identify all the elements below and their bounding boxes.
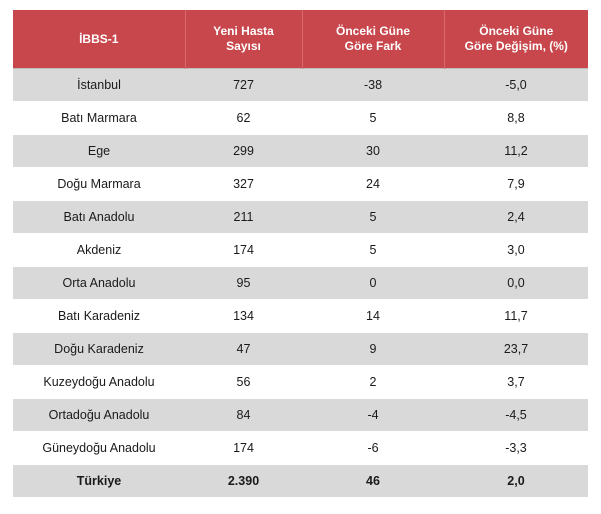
region-cell: Batı Karadeniz [13,299,185,333]
table-row: Batı Marmara 62 5 8,8 [13,101,588,135]
table-row: Ege 299 30 11,2 [13,134,588,168]
new-cases-column-header: Yeni Hasta Sayısı [185,10,303,69]
region-cell: Doğu Karadeniz [13,332,185,366]
total-change-percent-cell: 2,0 [444,464,588,498]
table-row: İstanbul 727 -38 -5,0 [13,68,588,102]
new-cases-cell: 56 [185,365,302,399]
difference-cell: 2 [302,365,444,399]
new-cases-cell: 62 [185,101,302,135]
header-line: İBBS-1 [79,31,119,46]
total-row: Türkiye 2.390 46 2,0 [13,464,588,498]
new-cases-cell: 47 [185,332,302,366]
region-cell: İstanbul [13,68,185,102]
difference-cell: 24 [302,167,444,201]
header-row: İBBS-1 Yeni Hasta Sayısı Önceki Güne Göre Fa… [13,10,588,69]
header-line: Göre Değişim, (%) [464,39,568,53]
new-cases-cell: 211 [185,200,302,234]
table-body: İstanbul 727 -38 -5,0 Batı Marmara 62 5 8,8 Ege 2… [13,68,588,498]
table-row: Ortadoğu Anadolu 84 -4 -4,5 [13,398,588,432]
region-cell: Güneydoğu Anadolu [13,431,185,465]
difference-cell: 9 [302,332,444,366]
difference-cell: 30 [302,134,444,168]
region-cell: Batı Marmara [13,101,185,135]
change-percent-cell: 11,7 [444,299,588,333]
change-percent-cell: 2,4 [444,200,588,234]
new-cases-cell: 95 [185,266,302,300]
change-percent-cell: 7,9 [444,167,588,201]
difference-cell: 14 [302,299,444,333]
region-cell: Ortadoğu Anadolu [13,398,185,432]
region-cell: Batı Anadolu [13,200,185,234]
header-line: Göre Fark [344,39,402,53]
difference-cell: -6 [302,431,444,465]
region-cell: Akdeniz [13,233,185,267]
region-cell: Kuzeydoğu Anadolu [13,365,185,399]
change-percent-cell: 3,7 [444,365,588,399]
table-row: Batı Karadeniz 134 14 11,7 [13,299,588,333]
new-cases-cell: 84 [185,398,302,432]
change-percent-cell: -3,3 [444,431,588,465]
table-row: Kuzeydoğu Anadolu 56 2 3,7 [13,365,588,399]
change-percent-cell: 23,7 [444,332,588,366]
region-cell: Orta Anadolu [13,266,185,300]
table-header: İBBS-1 Yeni Hasta Sayısı Önceki Güne Göre Fa… [13,10,588,69]
header-line: Önceki Güne [335,24,411,38]
table-row: Akdeniz 174 5 3,0 [13,233,588,267]
new-cases-cell: 727 [185,68,302,102]
new-cases-cell: 174 [185,431,302,465]
table-row: Doğu Karadeniz 47 9 23,7 [13,332,588,366]
region-cell: Doğu Marmara [13,167,185,201]
region-column-header: İBBS-1 [13,10,186,69]
table-row: Batı Anadolu 211 5 2,4 [13,200,588,234]
new-cases-cell: 134 [185,299,302,333]
change-percent-cell: 3,0 [444,233,588,267]
difference-cell: 0 [302,266,444,300]
table-row: Orta Anadolu 95 0 0,0 [13,266,588,300]
change-percent-cell: -5,0 [444,68,588,102]
regional-cases-table: İBBS-1 Yeni Hasta Sayısı Önceki Güne Göre Fa… [13,10,588,498]
header-line: Önceki Güne [479,24,554,38]
difference-cell: 5 [302,200,444,234]
header-line: Yeni Hasta [213,24,274,38]
change-percent-cell: -4,5 [444,398,588,432]
daily-change-percent-column-header: Önceki Güne Göre Değişim, (%) [444,10,588,69]
regional-cases-table-container: İBBS-1 Yeni Hasta Sayısı Önceki Güne Göre Fa… [13,10,588,498]
total-difference-cell: 46 [302,464,444,498]
difference-cell: -38 [302,68,444,102]
difference-cell: -4 [302,398,444,432]
new-cases-cell: 299 [185,134,302,168]
total-new-cases-cell: 2.390 [185,464,302,498]
total-region-cell: Türkiye [13,464,185,498]
change-percent-cell: 11,2 [444,134,588,168]
change-percent-cell: 8,8 [444,101,588,135]
difference-cell: 5 [302,233,444,267]
header-line: Sayısı [226,39,261,53]
change-percent-cell: 0,0 [444,266,588,300]
new-cases-cell: 174 [185,233,302,267]
region-cell: Ege [13,134,185,168]
table-row: Güneydoğu Anadolu 174 -6 -3,3 [13,431,588,465]
new-cases-cell: 327 [185,167,302,201]
daily-difference-column-header: Önceki Güne Göre Fark [302,10,445,69]
table-row: Doğu Marmara 327 24 7,9 [13,167,588,201]
difference-cell: 5 [302,101,444,135]
